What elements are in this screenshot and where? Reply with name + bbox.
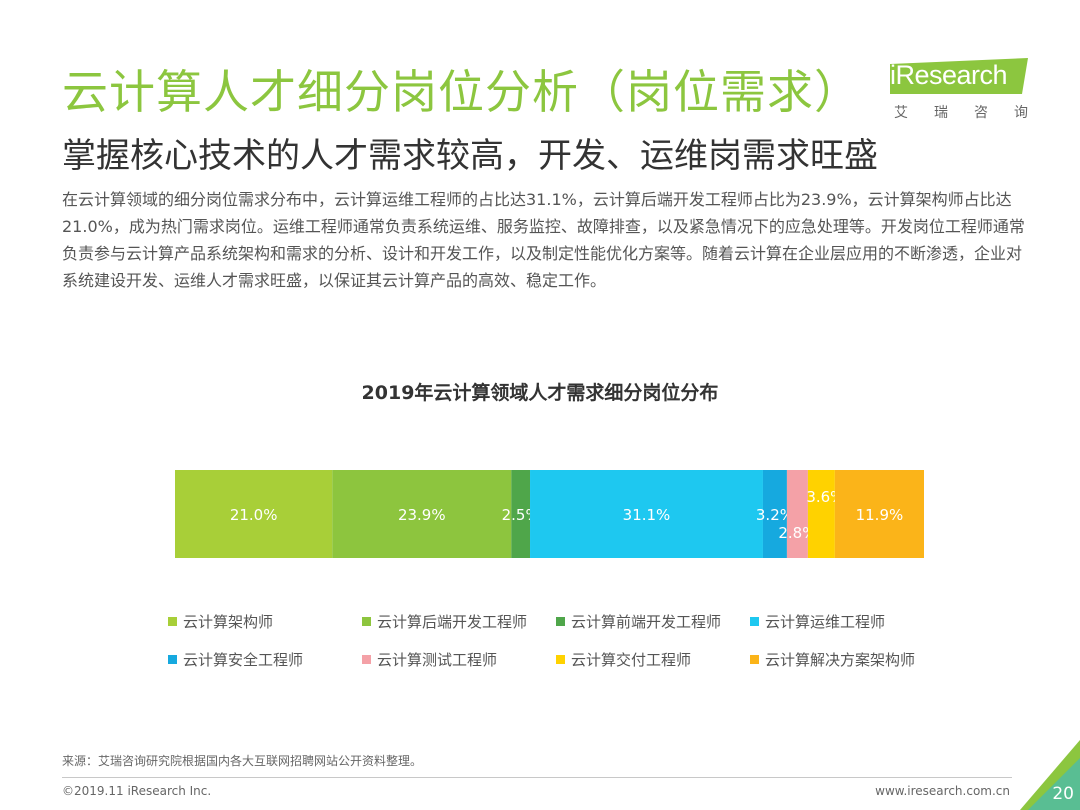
bar-value-label: 31.1% <box>623 506 671 524</box>
bar-segment <box>786 470 808 558</box>
website-link[interactable]: www.iresearch.com.cn <box>875 784 1010 798</box>
legend-label: 云计算运维工程师 <box>765 612 886 631</box>
bar-value-label: 11.9% <box>856 506 904 524</box>
bar-segment <box>834 470 924 558</box>
bar-segment <box>762 470 787 558</box>
legend-label: 云计算安全工程师 <box>183 650 304 669</box>
logo-char: 询 <box>1014 105 1028 121</box>
bar-segment <box>511 470 531 558</box>
legend-swatch <box>168 616 177 626</box>
bar-value-label: 21.0% <box>230 506 278 524</box>
legend-label: 云计算前端开发工程师 <box>571 612 722 631</box>
page-title: 云计算人才细分岗位分析（岗位需求） <box>62 65 861 119</box>
legend-label: 云计算后端开发工程师 <box>377 612 528 631</box>
logo-subtitle: 艾 瑞 咨 询 <box>894 102 1028 122</box>
legend-item: 云计算测试工程师 <box>362 650 556 669</box>
iresearch-logo: iResearch 艾 瑞 咨 询 <box>890 56 1030 126</box>
chart-legend: 云计算架构师 云计算后端开发工程师 云计算前端开发工程师 云计算运维工程师 云计… <box>168 612 948 669</box>
body-paragraph: 在云计算领域的细分岗位需求分布中，云计算运维工程师的占比达31.1%，云计算后端… <box>62 190 1025 290</box>
legend-label: 云计算交付工程师 <box>571 650 692 669</box>
legend-item: 云计算后端开发工程师 <box>362 612 556 631</box>
legend-item: 云计算架构师 <box>168 612 362 631</box>
legend-item: 云计算解决方案架构师 <box>750 650 944 669</box>
legend-label: 云计算解决方案架构师 <box>765 650 916 669</box>
stacked-bar-chart: 21.0% 23.9% 2.5% 31.1% 3.2%2.8%3.6%11.9% <box>175 470 924 558</box>
legend-swatch <box>556 654 565 664</box>
bar-segment <box>175 470 333 558</box>
legend-item: 云计算安全工程师 <box>168 650 362 669</box>
logo-banner-shape <box>890 58 1028 94</box>
page-corner-decoration <box>1020 740 1080 810</box>
legend-swatch <box>168 654 177 664</box>
chart-title: 2019年云计算领域人才需求细分岗位分布 <box>361 382 719 404</box>
legend-label: 云计算测试工程师 <box>377 650 498 669</box>
bar-value-label: 2.8% <box>778 524 816 542</box>
page-number: 20 <box>1052 784 1074 804</box>
legend-item: 云计算交付工程师 <box>556 650 750 669</box>
legend-item: 云计算运维工程师 <box>750 612 944 631</box>
bar-value-label: 23.9% <box>398 506 446 524</box>
legend-item: 云计算前端开发工程师 <box>556 612 750 631</box>
legend-swatch <box>556 616 565 626</box>
logo-char: 咨 <box>974 105 988 121</box>
copyright: ©2019.11 iResearch Inc. <box>62 784 212 798</box>
bar-segment <box>807 470 835 558</box>
bar-segment <box>332 470 512 558</box>
legend-swatch <box>362 616 371 626</box>
legend-label: 云计算架构师 <box>183 612 274 631</box>
bar-segment <box>530 470 763 558</box>
logo-char: 艾 <box>894 105 908 121</box>
legend-swatch <box>750 616 759 626</box>
page-subtitle: 掌握核心技术的人才需求较高，开发、运维岗需求旺盛 <box>62 136 878 176</box>
legend-swatch <box>362 654 371 664</box>
bar-value-label: 3.2% <box>756 506 794 524</box>
logo-char: 瑞 <box>934 105 948 121</box>
footer-divider <box>62 777 1012 778</box>
logo-text: iResearch <box>890 60 1008 90</box>
legend-swatch <box>750 654 759 664</box>
source-note: 来源：艾瑞咨询研究院根据国内各大互联网招聘网站公开资料整理。 <box>62 754 423 768</box>
